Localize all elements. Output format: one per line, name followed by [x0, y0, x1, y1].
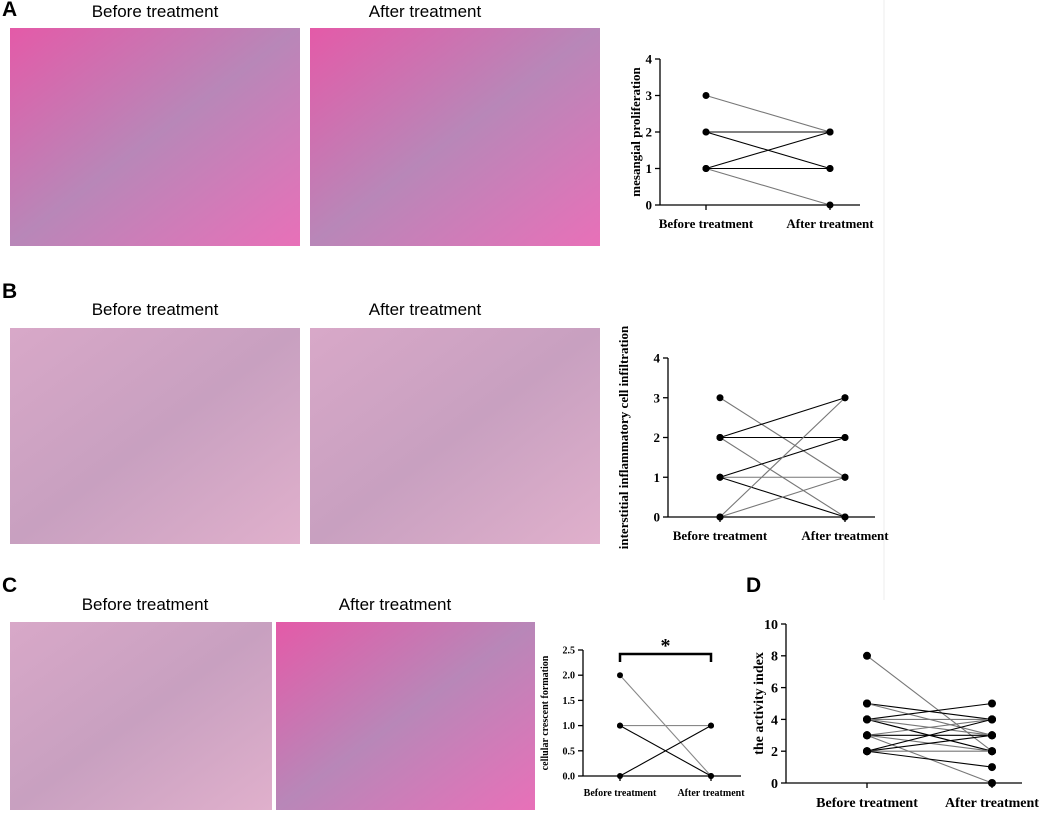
paired-line [866, 718, 993, 752]
y-tick-label: 6 [771, 682, 778, 697]
y-tick-label: 3 [646, 88, 653, 103]
data-point [716, 394, 724, 402]
paired-line [705, 94, 831, 133]
y-tick-label: 2.0 [563, 671, 576, 682]
y-tick-label: 10 [764, 618, 778, 633]
y-tick-label: 4 [654, 351, 661, 366]
image-caption: After treatment [339, 595, 452, 614]
data-point [716, 473, 724, 481]
data-point [988, 747, 996, 756]
image-caption: Before treatment [92, 300, 219, 319]
paired-line [866, 734, 993, 752]
x-tick-label: Before treatment [584, 788, 657, 799]
y-tick-label: 2 [771, 745, 778, 760]
image-caption: Before treatment [92, 2, 219, 21]
y-tick-label: 8 [771, 650, 778, 665]
x-tick-label: After treatment [677, 788, 745, 799]
paired-line [719, 397, 846, 439]
micrograph [310, 328, 600, 544]
paired-line [719, 476, 846, 518]
y-tick-label: 4 [771, 713, 778, 728]
data-point [702, 128, 710, 136]
data-point [841, 394, 849, 402]
x-tick-label: After treatment [945, 796, 1039, 811]
data-point [617, 773, 623, 779]
y-tick-label: 2 [646, 125, 653, 140]
data-point [826, 201, 834, 209]
paired-line [866, 718, 993, 736]
panel-letter: B [2, 280, 17, 303]
data-point [863, 651, 871, 660]
y-tick-label: 2 [654, 430, 661, 445]
data-point [988, 763, 996, 772]
panel-letter: C [2, 574, 17, 597]
paired-line [866, 750, 993, 768]
y-axis-label: the activity index [752, 652, 767, 755]
y-tick-label: 2.5 [563, 646, 576, 657]
y-tick-label: 1 [646, 161, 653, 176]
panel-letter: A [2, 0, 17, 21]
y-axis-label: cellular crescent formation [540, 655, 551, 770]
y-tick-label: 1 [654, 470, 661, 485]
data-point [716, 513, 724, 521]
x-tick-label: Before treatment [659, 216, 754, 231]
y-tick-label: 0 [771, 777, 778, 792]
paired-line [719, 397, 846, 518]
y-tick-label: 1.5 [563, 696, 576, 707]
data-point [716, 434, 724, 441]
data-point [988, 699, 996, 708]
y-tick-label: 3 [654, 390, 661, 405]
paired-line [866, 702, 993, 720]
y-axis-label: interstitial inflammatory cell infiltrat… [616, 325, 631, 549]
x-tick-label: After treatment [786, 216, 874, 231]
panel-letter: D [746, 574, 761, 597]
y-tick-label: 0.5 [563, 746, 576, 757]
y-tick-label: 1.0 [563, 721, 576, 732]
data-point [826, 165, 834, 172]
data-point [702, 92, 710, 99]
x-tick-label: Before treatment [673, 528, 768, 543]
data-point [617, 672, 623, 679]
micrograph [10, 28, 300, 246]
image-caption: After treatment [369, 300, 482, 319]
data-point [841, 434, 849, 441]
data-point [988, 731, 996, 740]
image-caption: Before treatment [82, 595, 209, 614]
data-point [988, 715, 996, 724]
data-point [702, 165, 710, 172]
data-point [841, 473, 849, 481]
image-caption: After treatment [369, 2, 482, 21]
paired-line [619, 725, 712, 777]
data-point [863, 699, 871, 708]
y-axis-label: mesangial proliferation [628, 67, 643, 197]
micrograph [310, 28, 600, 246]
data-point [841, 513, 849, 521]
y-tick-label: 0 [646, 198, 653, 213]
data-point [988, 779, 996, 787]
data-point [617, 722, 623, 729]
paired-line [705, 167, 831, 206]
y-tick-label: 0.0 [563, 772, 576, 783]
data-point [826, 128, 834, 136]
micrograph [276, 622, 535, 810]
data-point [708, 722, 714, 729]
micrograph [10, 328, 300, 544]
significance-label: * [661, 635, 671, 657]
data-point [708, 773, 714, 779]
data-point [863, 747, 871, 756]
data-point [863, 715, 871, 724]
x-tick-label: Before treatment [816, 796, 918, 811]
data-point [863, 731, 871, 740]
y-tick-label: 0 [654, 510, 661, 525]
y-tick-label: 4 [646, 52, 653, 67]
x-tick-label: After treatment [801, 528, 889, 543]
micrograph [10, 622, 272, 810]
significance-bracket [618, 652, 713, 662]
paired-line [705, 131, 831, 170]
